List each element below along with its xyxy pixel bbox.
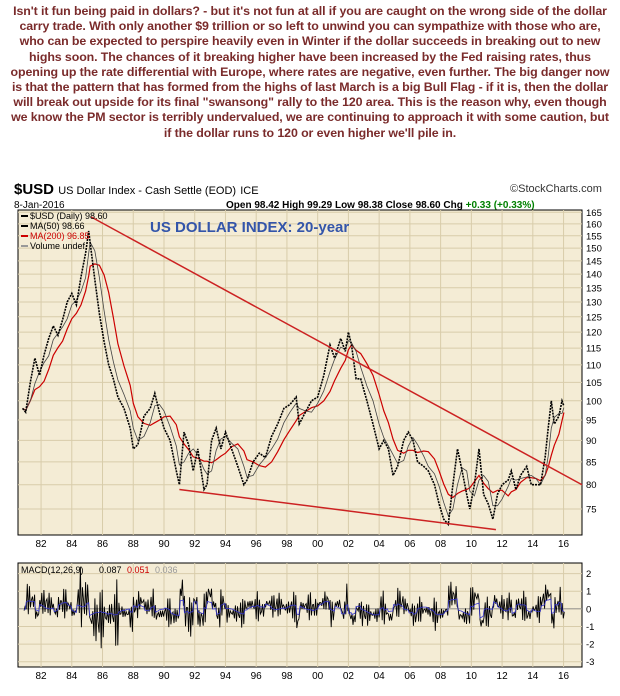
- x-tick-label: 82: [35, 539, 47, 550]
- macd-x-tick-label: 08: [435, 671, 447, 682]
- y-tick-label: 100: [586, 396, 602, 407]
- close-label: Close: [385, 200, 413, 211]
- x-tick-label: 10: [466, 539, 478, 550]
- y-tick-label: 120: [586, 328, 602, 339]
- macd-signal-line: [23, 598, 565, 619]
- macd-x-tick-label: 90: [158, 671, 170, 682]
- x-tick-label: 90: [158, 539, 170, 550]
- high-label: High: [282, 200, 305, 211]
- macd-legend-label: MACD(12,26,9): [21, 565, 84, 575]
- low-value: 98.38: [357, 200, 383, 211]
- macd-x-tick-label: 00: [312, 671, 324, 682]
- macd-x-tick-label: 06: [404, 671, 416, 682]
- macd-x-tick-label: 12: [497, 671, 509, 682]
- macd-x-tick-label: 04: [374, 671, 386, 682]
- macd-legend-label: 0.036: [155, 565, 178, 575]
- macd-x-tick-label: 02: [343, 671, 355, 682]
- y-tick-label: 95: [586, 416, 597, 427]
- legend-label: MA(200) 96.85: [30, 231, 90, 241]
- macd-y-tick-label: 2: [586, 569, 591, 580]
- x-tick-label: 14: [527, 539, 539, 550]
- macd-x-tick-label: 10: [466, 671, 478, 682]
- chg-label: Chg: [443, 200, 463, 211]
- y-tick-label: 130: [586, 298, 602, 309]
- y-tick-label: 165: [586, 208, 602, 219]
- legend-label: $USD (Daily) 98.60: [30, 211, 108, 221]
- x-tick-label: 02: [343, 539, 355, 550]
- x-tick-label: 96: [251, 539, 263, 550]
- ohlc-readout: Open 98.42 High 99.29 Low 98.38 Close 98…: [226, 200, 535, 211]
- x-tick-label: 16: [558, 539, 570, 550]
- chart-date: 8-Jan-2016: [14, 200, 65, 211]
- x-tick-label: 86: [97, 539, 109, 550]
- x-tick-label: 06: [404, 539, 416, 550]
- x-tick-label: 04: [374, 539, 386, 550]
- lower-trendline: [179, 488, 497, 531]
- macd-y-tick-label: -1: [586, 622, 594, 633]
- y-tick-label: 80: [586, 480, 597, 491]
- macd-y-tick-label: -2: [586, 640, 594, 651]
- close-value: 98.60: [415, 200, 441, 211]
- y-tick-label: 110: [586, 360, 601, 371]
- macd-legend-label: 0.051: [127, 565, 150, 575]
- macd-line: [23, 566, 565, 649]
- y-tick-label: 105: [586, 378, 602, 389]
- macd-y-tick-label: -3: [586, 657, 594, 668]
- open-value: 98.42: [254, 200, 280, 211]
- macd-x-tick-label: 98: [281, 671, 293, 682]
- intro-text: Isn't it fun being paid in dollars? - bu…: [10, 4, 610, 140]
- price-line: [21, 230, 565, 527]
- x-tick-label: 08: [435, 539, 447, 550]
- y-tick-label: 85: [586, 457, 597, 468]
- x-tick-label: 92: [189, 539, 201, 550]
- macd-x-tick-label: 88: [128, 671, 140, 682]
- exchange: ICE: [240, 185, 259, 197]
- x-tick-label: 94: [220, 539, 232, 550]
- y-tick-label: 140: [586, 270, 602, 281]
- macd-x-tick-label: 96: [251, 671, 263, 682]
- legend-label: MA(50) 98.66: [30, 221, 85, 231]
- symbol: $USD: [14, 181, 55, 198]
- low-label: Low: [334, 200, 355, 211]
- macd-x-tick-label: 84: [66, 671, 78, 682]
- x-tick-label: 88: [128, 539, 140, 550]
- macd-x-tick-label: 94: [220, 671, 232, 682]
- macd-x-tick-label: 16: [558, 671, 570, 682]
- macd-x-tick-label: 86: [97, 671, 109, 682]
- macd-y-tick-label: 1: [586, 587, 591, 598]
- y-tick-label: 145: [586, 256, 602, 267]
- macd-y-tick-label: 0: [586, 604, 591, 615]
- y-tick-label: 75: [586, 505, 597, 516]
- x-tick-label: 12: [497, 539, 509, 550]
- chart-title: US DOLLAR INDEX: 20-year: [150, 219, 349, 236]
- y-tick-label: 115: [586, 344, 601, 355]
- ma200-line: [22, 263, 565, 499]
- y-tick-label: 155: [586, 231, 602, 242]
- macd-legend-label: 0.087: [99, 565, 122, 575]
- symbol-description: US Dollar Index - Cash Settle (EOD): [58, 185, 237, 197]
- y-tick-label: 90: [586, 436, 597, 447]
- stockcharts-brand: ©StockCharts.com: [510, 183, 602, 195]
- chart-header-symbol: $USD US Dollar Index - Cash Settle (EOD)…: [14, 181, 259, 198]
- legend-label: Volume undef: [30, 241, 86, 251]
- x-tick-label: 98: [281, 539, 293, 550]
- x-tick-label: 00: [312, 539, 324, 550]
- x-tick-label: 84: [66, 539, 78, 550]
- macd-x-tick-label: 14: [527, 671, 539, 682]
- y-tick-label: 135: [586, 283, 602, 294]
- y-tick-label: 160: [586, 219, 602, 230]
- upper-trendline: [90, 216, 583, 486]
- chg-value: +0.33 (+0.33%): [465, 200, 535, 211]
- open-label: Open: [226, 200, 252, 211]
- y-tick-label: 150: [586, 244, 602, 255]
- macd-x-tick-label: 82: [35, 671, 47, 682]
- macd-x-tick-label: 92: [189, 671, 201, 682]
- high-value: 99.29: [307, 200, 333, 211]
- y-tick-label: 125: [586, 312, 602, 323]
